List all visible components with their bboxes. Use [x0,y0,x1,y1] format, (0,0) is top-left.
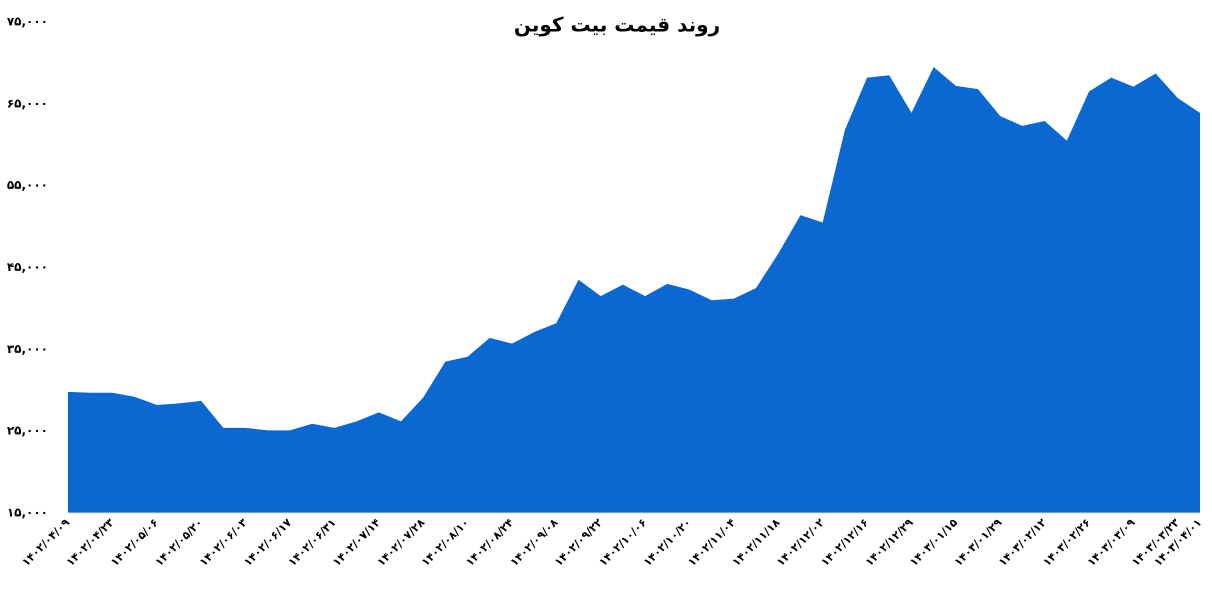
y-tick-label: ۵۵,۰۰۰ [7,178,48,192]
chart-title: روند قیمت بیت کوین [514,13,720,37]
y-tick-label: ۴۵,۰۰۰ [7,260,48,274]
y-tick-label: ۳۵,۰۰۰ [7,342,48,356]
y-tick-label: ۲۵,۰۰۰ [7,424,48,438]
y-tick-label: ۶۵,۰۰۰ [7,96,48,110]
y-tick-label: ۱۵,۰۰۰ [7,506,48,520]
area [68,67,1200,513]
y-tick-label: ۷۵,۰۰۰ [7,15,48,29]
